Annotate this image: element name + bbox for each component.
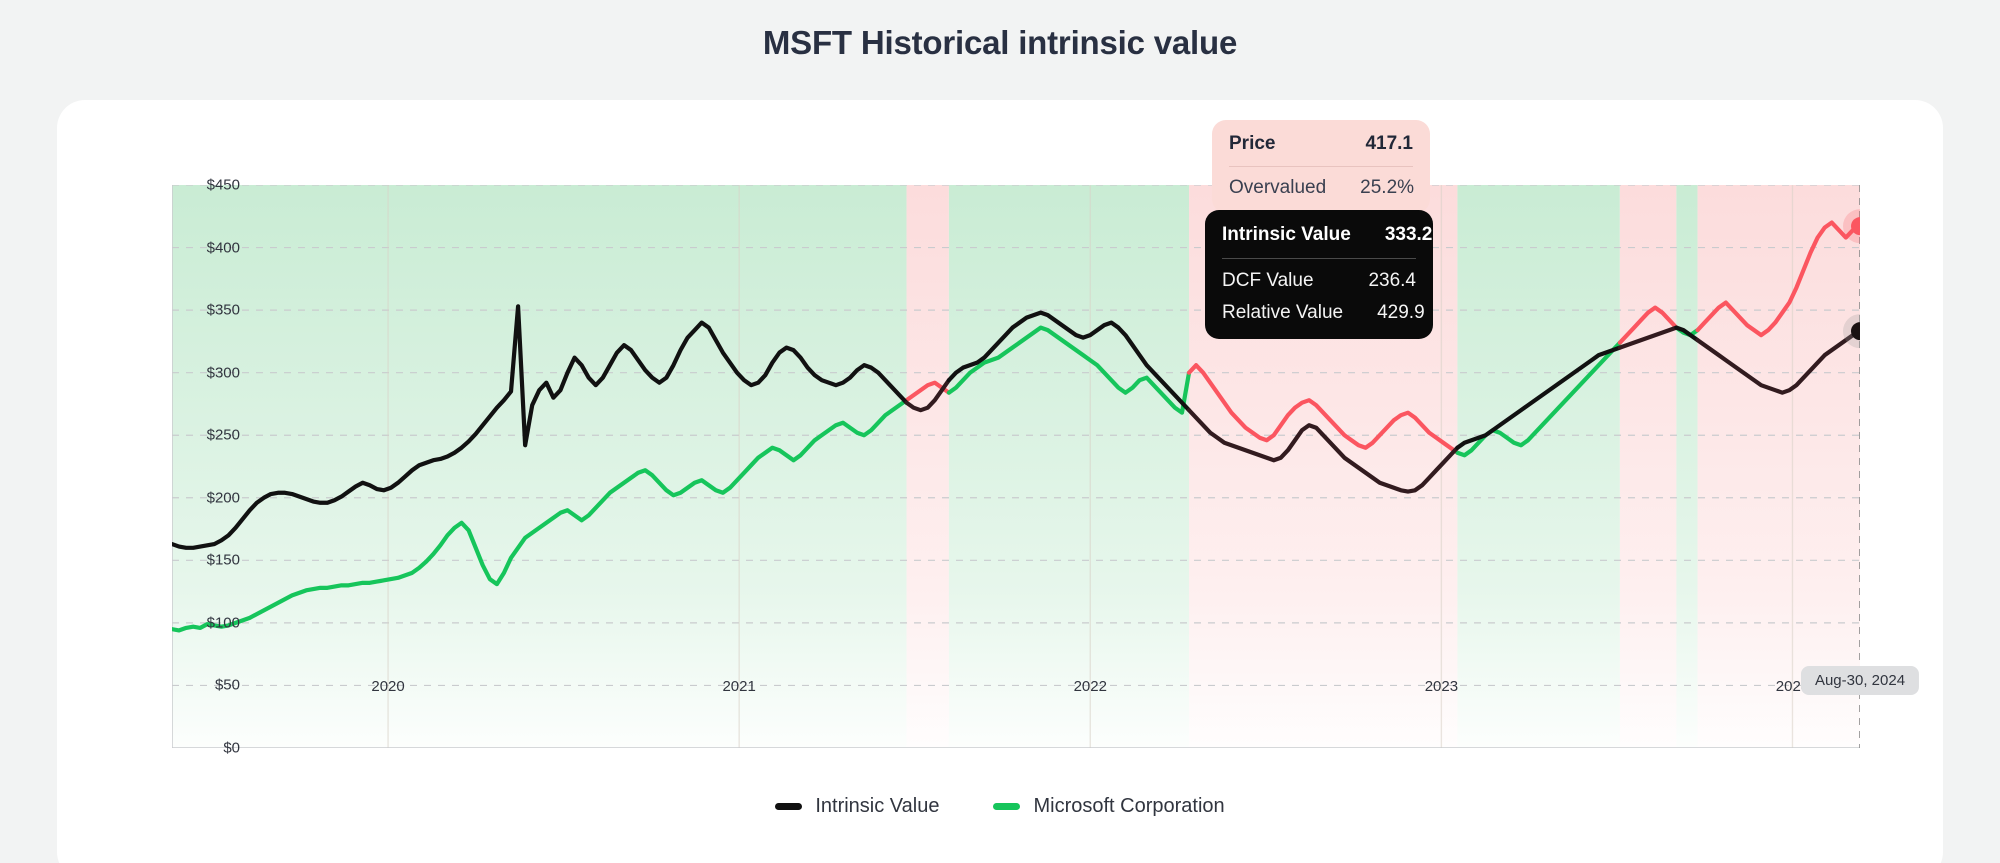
- price-tooltip-divider: [1229, 166, 1413, 167]
- y-axis-tick: $100: [206, 614, 240, 632]
- x-axis-tick: 2023: [1424, 678, 1459, 695]
- intrinsic-detail-label: Relative Value: [1222, 302, 1344, 323]
- intrinsic-tooltip-rows: DCF Value 236.4 Relative Value 429.9: [1222, 270, 1425, 324]
- intrinsic-tooltip-value: 333.2: [1384, 224, 1433, 245]
- intrinsic-detail-label: DCF Value: [1222, 270, 1314, 291]
- overvalued-band: [906, 185, 949, 748]
- price-endpoint-marker: [1851, 217, 1860, 236]
- overvalued-band: [1697, 185, 1860, 748]
- undervalued-band: [1457, 185, 1620, 748]
- legend-item-microsoft-corporation[interactable]: Microsoft Corporation: [993, 795, 1225, 818]
- y-axis-tick: $300: [206, 364, 240, 382]
- price-tooltip-header-row: Price 417.1: [1229, 133, 1413, 155]
- intrinsic-detail-value: 429.9: [1377, 302, 1425, 323]
- intrinsic-tooltip-header-row: Intrinsic Value 333.2: [1222, 224, 1432, 246]
- intrinsic-detail-value: 236.4: [1368, 270, 1416, 291]
- undervalued-band: [948, 185, 1190, 748]
- y-axis-tick: $150: [206, 551, 240, 569]
- x-gridlines: [387, 185, 1794, 748]
- price-tooltip-label: Price: [1229, 133, 1276, 154]
- undervalued-band: [1676, 185, 1698, 748]
- intrinsic-tooltip-detail-row: Relative Value 429.9: [1222, 302, 1425, 324]
- plot-area: [172, 185, 1860, 748]
- intrinsic-tooltip-divider: [1222, 258, 1416, 259]
- y-axis-tick: $450: [206, 176, 240, 194]
- y-axis-tick: $350: [206, 301, 240, 319]
- y-axis-tick: $50: [214, 676, 240, 694]
- legend-item-intrinsic-value[interactable]: Intrinsic Value: [775, 795, 939, 818]
- cursor-date-badge: Aug-30, 2024: [1800, 666, 1920, 695]
- intrinsic-value-tooltip: Intrinsic Value 333.2 DCF Value 236.4 Rela…: [1205, 210, 1433, 339]
- y-axis-tick: $200: [206, 489, 240, 507]
- x-axis-tick: 2022: [1073, 678, 1107, 695]
- y-axis-tick: $250: [206, 426, 240, 444]
- chart-legend: Intrinsic Value Microsoft Corporation: [57, 795, 1943, 818]
- valuation-status-label: Overvalued: [1229, 177, 1327, 198]
- chart-card: $0 $50 $100 $150 $200 $250 $300 $350 $400 $450 20…: [57, 100, 1943, 863]
- y-axis-tick: $0: [223, 739, 240, 757]
- gridlines: [172, 185, 1860, 687]
- x-axis-tick: 2020: [371, 678, 405, 695]
- valuation-status-value: 25.2%: [1360, 177, 1415, 198]
- undervalued-band: [172, 185, 907, 748]
- intrinsic-tooltip-label: Intrinsic Value: [1222, 224, 1351, 245]
- intrinsic-endpoint-marker: [1851, 322, 1860, 341]
- price-tooltip-value: 417.1: [1365, 133, 1413, 154]
- y-axis-tick: $400: [206, 239, 240, 257]
- legend-label: Intrinsic Value: [815, 795, 940, 817]
- overvalued-band: [1619, 185, 1677, 748]
- price-tooltip: Price 417.1 Overvalued 25.2%: [1212, 120, 1430, 213]
- x-axis-tick: 2021: [722, 678, 756, 695]
- valuation-bands: [172, 185, 1860, 748]
- legend-swatch-icon: [775, 803, 803, 810]
- page-title: MSFT Historical intrinsic value: [762, 24, 1238, 61]
- intrinsic-tooltip-detail-row: DCF Value 236.4: [1222, 270, 1416, 292]
- chart-svg: [172, 185, 1860, 748]
- legend-swatch-icon: [993, 803, 1021, 810]
- legend-label: Microsoft Corporation: [1033, 795, 1225, 817]
- price-tooltip-status-row: Overvalued 25.2%: [1229, 177, 1415, 199]
- x-axis-tick: 2024: [1775, 678, 1810, 695]
- intrinsic-value-line: [172, 304, 1860, 550]
